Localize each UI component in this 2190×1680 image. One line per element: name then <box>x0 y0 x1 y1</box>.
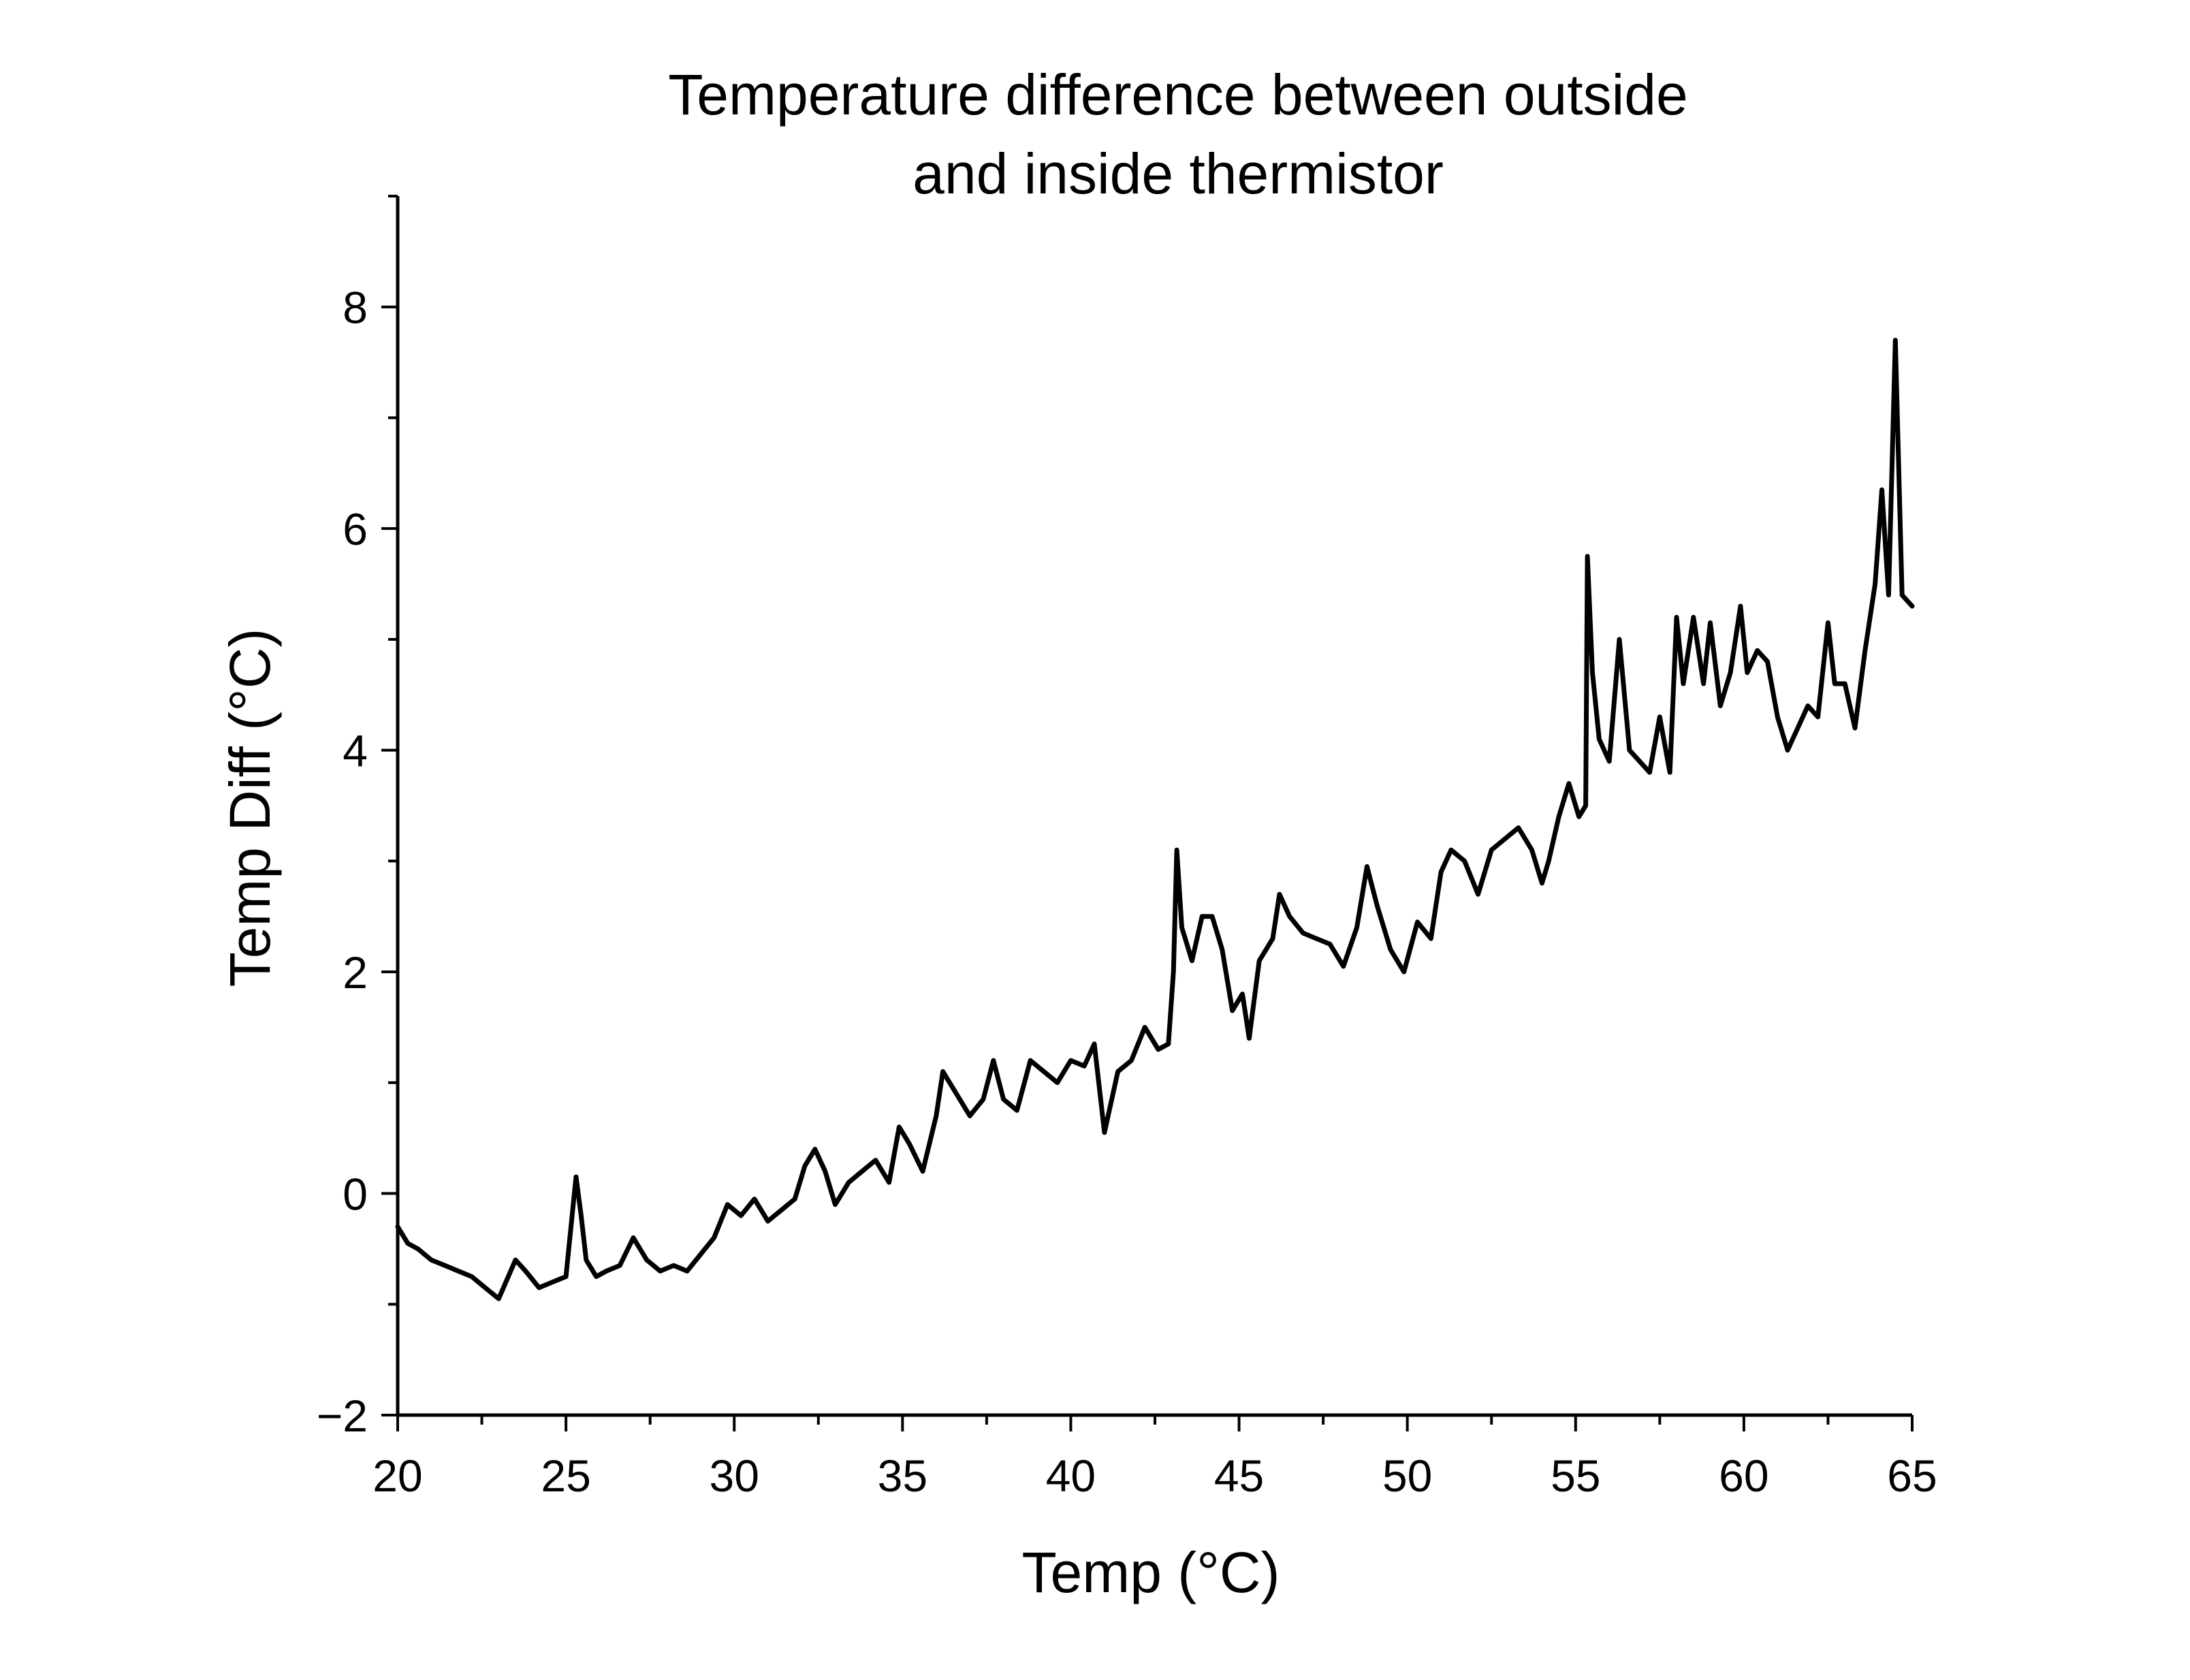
y-tick-label: 2 <box>343 947 368 998</box>
chart-title-line-2: and inside thermistor <box>912 142 1444 206</box>
y-tick-label: 6 <box>343 504 368 554</box>
x-tick-label: 65 <box>1887 1451 1937 1501</box>
x-tick-label: 40 <box>1046 1451 1096 1501</box>
y-tick-label: −2 <box>317 1391 368 1441</box>
x-tick-label: 25 <box>541 1451 590 1501</box>
y-axis-label: Temp Diff (°C) <box>218 629 282 987</box>
x-tick-label: 55 <box>1551 1451 1600 1501</box>
x-tick-label: 45 <box>1214 1451 1264 1501</box>
x-axis-label: Temp (°C) <box>1022 1540 1280 1604</box>
series-line-0 <box>395 338 1915 1301</box>
x-tick-label: 35 <box>878 1451 927 1501</box>
x-tick-label: 30 <box>710 1451 759 1501</box>
series-group <box>395 338 1915 1301</box>
y-tick-label: 8 <box>343 283 368 333</box>
x-tick-label: 20 <box>372 1451 422 1501</box>
x-tick-label: 50 <box>1382 1451 1432 1501</box>
axes <box>396 196 1912 1417</box>
x-tick-label: 60 <box>1719 1451 1768 1501</box>
tick-labels: 20 25 30 35 40 45 50 55 60 65 −2 0 2 4 6 8 <box>317 283 1937 1501</box>
chart-title-line-1: Temperature difference between outside <box>668 63 1687 127</box>
tick-marks <box>381 195 1914 1431</box>
y-tick-label: 4 <box>343 726 368 776</box>
y-tick-label: 0 <box>343 1169 368 1220</box>
